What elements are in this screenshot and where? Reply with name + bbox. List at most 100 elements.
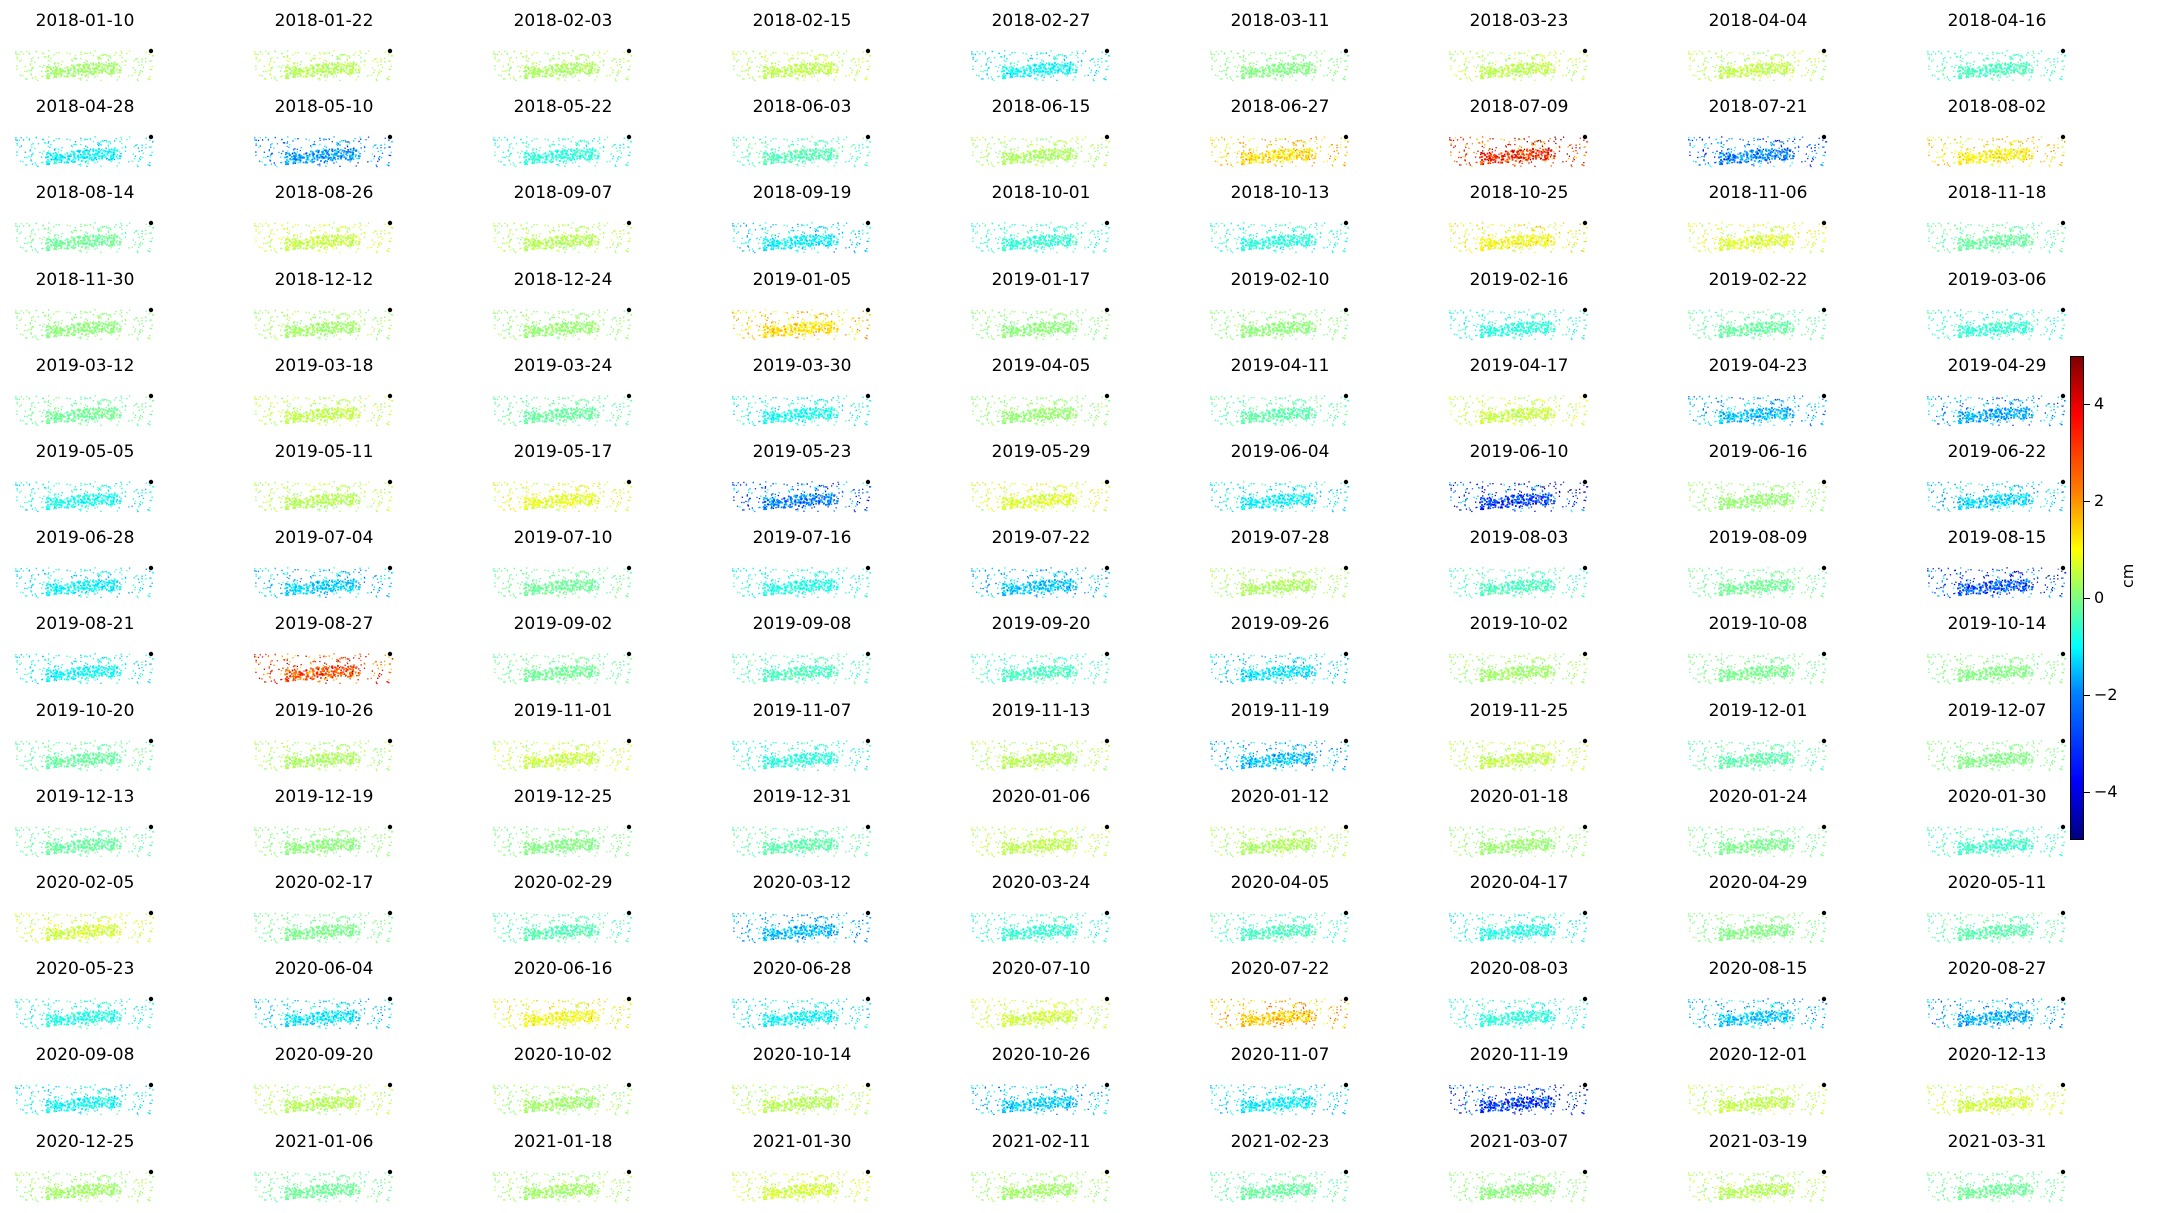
displacement-map	[1927, 307, 2067, 340]
displacement-map	[1927, 221, 2067, 254]
colorbar-tick	[2084, 694, 2090, 696]
panel-title: 2021-02-11	[971, 1131, 1111, 1153]
displacement-map	[1449, 652, 1589, 685]
panel-title: 2020-12-25	[15, 1131, 155, 1153]
displacement-map	[1449, 307, 1589, 340]
panel-2018-02-03: 2018-02-03	[493, 10, 633, 92]
displacement-map	[732, 738, 872, 771]
displacement-map	[1927, 910, 2067, 944]
panel-title: 2019-06-22	[1927, 441, 2067, 463]
panel-2021-01-18: 2021-01-18	[493, 1131, 633, 1213]
panel-2018-08-02: 2018-08-02	[1927, 96, 2067, 178]
reference-point-marker	[1343, 393, 1349, 398]
panel-2018-01-10: 2018-01-10	[15, 10, 155, 92]
displacement-map	[493, 996, 633, 1030]
reference-point-marker	[1104, 824, 1110, 829]
reference-point-marker	[148, 738, 154, 743]
displacement-map	[1449, 738, 1589, 771]
reference-point-marker	[626, 652, 632, 657]
displacement-map	[1688, 48, 1828, 82]
displacement-map	[971, 738, 1111, 771]
panel-2020-10-02: 2020-10-02	[493, 1044, 633, 1126]
reference-point-marker	[1582, 307, 1588, 312]
reference-point-marker	[626, 479, 632, 485]
panel-2019-12-31: 2019-12-31	[732, 786, 872, 868]
panel-2019-02-16: 2019-02-16	[1449, 269, 1589, 351]
panel-title: 2018-02-03	[493, 10, 633, 32]
panel-2018-08-26: 2018-08-26	[254, 182, 394, 264]
displacement-map	[732, 1083, 872, 1116]
panel-2020-06-04: 2020-06-04	[254, 958, 394, 1040]
reference-point-marker	[1821, 307, 1827, 312]
panel-title: 2019-10-14	[1927, 613, 2067, 635]
reference-point-marker	[1104, 134, 1110, 140]
panel-2020-03-12: 2020-03-12	[732, 872, 872, 954]
reference-point-marker	[1821, 393, 1827, 398]
panel-2019-02-22: 2019-02-22	[1688, 269, 1828, 351]
panel-title: 2020-12-13	[1927, 1044, 2067, 1066]
reference-point-marker	[2060, 1169, 2066, 1174]
displacement-map	[1210, 996, 1350, 1030]
panel-title: 2018-07-09	[1449, 96, 1589, 118]
displacement-map	[1688, 221, 1828, 254]
panel-title: 2018-08-02	[1927, 96, 2067, 118]
panel-title: 2019-09-26	[1210, 613, 1350, 635]
displacement-map	[1210, 48, 1350, 82]
reference-point-marker	[2060, 996, 2066, 1002]
panel-2019-08-15: 2019-08-15	[1927, 527, 2067, 609]
reference-point-marker	[626, 393, 632, 398]
panel-title: 2019-05-17	[493, 441, 633, 463]
panel-2019-10-20: 2019-10-20	[15, 700, 155, 782]
displacement-map	[732, 652, 872, 685]
reference-point-marker	[2060, 738, 2066, 743]
reference-point-marker	[2060, 134, 2066, 140]
panel-title: 2018-11-18	[1927, 182, 2067, 204]
panel-2018-01-22: 2018-01-22	[254, 10, 394, 92]
reference-point-marker	[1104, 1169, 1110, 1174]
panel-2019-04-05: 2019-04-05	[971, 355, 1111, 437]
panel-title: 2020-08-27	[1927, 958, 2067, 980]
reference-point-marker	[387, 393, 393, 398]
reference-point-marker	[2060, 393, 2066, 398]
reference-point-marker	[2060, 565, 2066, 571]
panel-title: 2020-07-10	[971, 958, 1111, 980]
panel-2020-12-01: 2020-12-01	[1688, 1044, 1828, 1126]
reference-point-marker	[148, 48, 154, 54]
reference-point-marker	[1582, 824, 1588, 829]
displacement-map	[1449, 1083, 1589, 1116]
displacement-map	[971, 565, 1111, 599]
panel-title: 2020-12-01	[1688, 1044, 1828, 1066]
panel-2020-09-08: 2020-09-08	[15, 1044, 155, 1126]
panel-title: 2021-01-06	[254, 1131, 394, 1153]
panel-title: 2019-10-26	[254, 700, 394, 722]
panel-title: 2019-03-18	[254, 355, 394, 377]
reference-point-marker	[2060, 652, 2066, 657]
panel-2018-09-19: 2018-09-19	[732, 182, 872, 264]
displacement-map	[15, 565, 155, 599]
panel-2019-06-10: 2019-06-10	[1449, 441, 1589, 523]
panel-title: 2019-04-11	[1210, 355, 1350, 377]
displacement-map	[1210, 565, 1350, 599]
panel-title: 2020-01-18	[1449, 786, 1589, 808]
panel-title: 2020-05-23	[15, 958, 155, 980]
panel-2020-10-26: 2020-10-26	[971, 1044, 1111, 1126]
displacement-map	[732, 307, 872, 340]
panel-title: 2019-12-01	[1688, 700, 1828, 722]
panel-2020-08-27: 2020-08-27	[1927, 958, 2067, 1040]
reference-point-marker	[1343, 1169, 1349, 1174]
reference-point-marker	[387, 910, 393, 916]
reference-point-marker	[865, 996, 871, 1002]
displacement-map	[254, 996, 394, 1030]
panel-2020-01-06: 2020-01-06	[971, 786, 1111, 868]
displacement-map	[971, 996, 1111, 1030]
panel-2021-03-07: 2021-03-07	[1449, 1131, 1589, 1213]
colorbar-tick	[2084, 598, 2090, 599]
panel-title: 2019-11-13	[971, 700, 1111, 722]
panel-2018-11-06: 2018-11-06	[1688, 182, 1828, 264]
colorbar-tick-label: 0	[2094, 589, 2104, 607]
panel-title: 2018-01-22	[254, 10, 394, 32]
panel-2019-06-22: 2019-06-22	[1927, 441, 2067, 523]
reference-point-marker	[865, 652, 871, 657]
panel-2019-11-07: 2019-11-07	[732, 700, 872, 782]
reference-point-marker	[1582, 134, 1588, 140]
